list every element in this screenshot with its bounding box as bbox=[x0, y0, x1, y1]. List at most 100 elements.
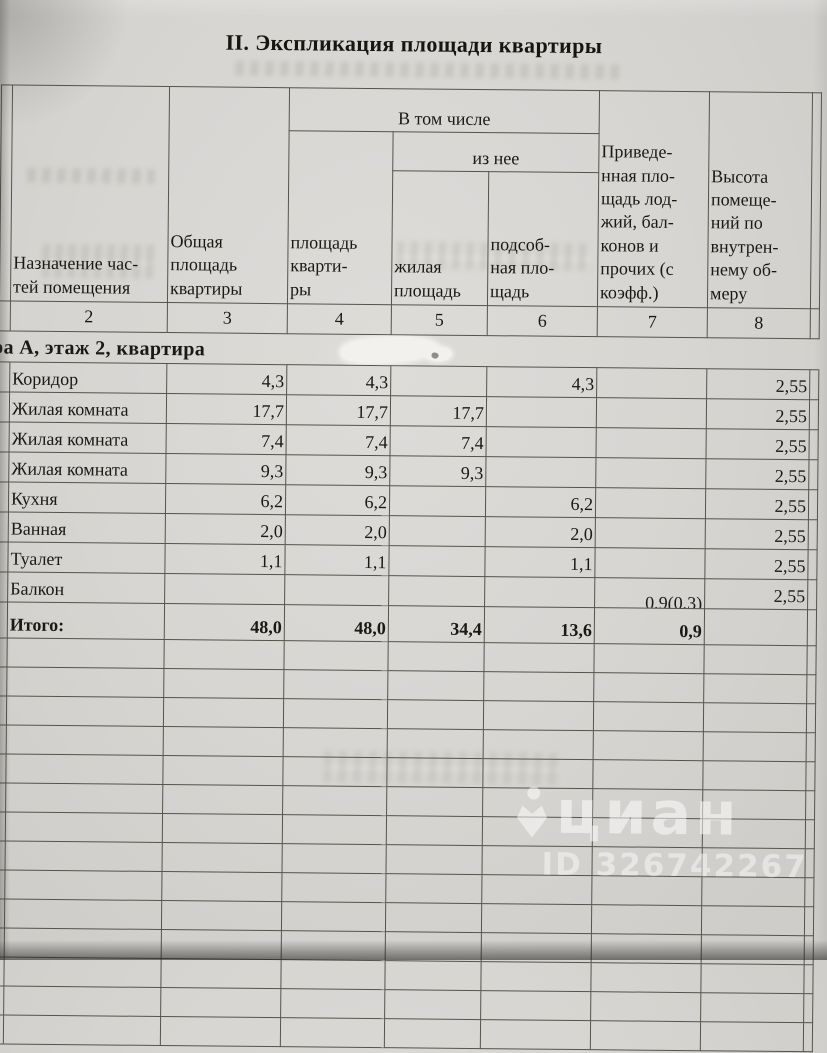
empty-cell bbox=[281, 843, 387, 874]
cell-apartment-area: 7,4 bbox=[286, 424, 391, 456]
empty-cell bbox=[805, 819, 815, 849]
empty-cell bbox=[809, 399, 819, 430]
cell-apartment-area: 6,2 bbox=[285, 484, 390, 516]
column-number: 4 bbox=[287, 303, 392, 335]
empty-cell bbox=[281, 901, 386, 932]
empty-cell bbox=[483, 642, 595, 673]
empty-cell bbox=[592, 846, 703, 877]
cell-auxiliary-area bbox=[484, 576, 595, 608]
cell-living-area: 9,3 bbox=[389, 455, 487, 487]
header-room-height: Высота помеще- ний по внутрен- нему об- … bbox=[707, 91, 813, 309]
empty-cell bbox=[806, 674, 816, 704]
cell-total-area bbox=[164, 573, 285, 605]
empty-cell bbox=[703, 731, 807, 762]
empty-cell bbox=[590, 962, 702, 993]
empty-cell bbox=[807, 579, 817, 610]
empty-cell bbox=[282, 814, 387, 845]
empty-cell bbox=[808, 519, 818, 550]
empty-cell bbox=[591, 904, 702, 935]
cell-height: 2,55 bbox=[706, 428, 810, 460]
empty-cell bbox=[804, 906, 814, 936]
empty-cell bbox=[0, 361, 10, 393]
empty-cell bbox=[162, 784, 283, 815]
cut-right-column bbox=[810, 92, 822, 309]
cell-apartment-area: 4,3 bbox=[286, 364, 391, 396]
cell-room-name: Кухня bbox=[8, 482, 166, 514]
empty-cell bbox=[702, 760, 807, 791]
empty-cell bbox=[0, 451, 10, 483]
empty-cell bbox=[280, 1017, 385, 1048]
empty-cell bbox=[6, 696, 164, 727]
cell-auxiliary-area: 4,3 bbox=[486, 366, 597, 398]
empty-cell bbox=[0, 511, 9, 543]
empty-cell bbox=[5, 754, 164, 785]
cell-room-name: Жилая комната bbox=[9, 422, 167, 454]
page-title: II. Экспликация площади квартиры bbox=[225, 29, 603, 59]
empty-cell bbox=[703, 673, 807, 704]
header-apartment-area: площадь кварти- ры bbox=[287, 130, 394, 305]
cell-room-name: Балкон bbox=[7, 572, 165, 604]
cell-total-area: 9,3 bbox=[165, 453, 287, 485]
document-sheet: II. Экспликация площади квартиры Назначе… bbox=[0, 0, 827, 1008]
cell-auxiliary-area: 6,2 bbox=[485, 486, 596, 518]
header-purpose: Назначение час- тей помещения bbox=[10, 85, 170, 303]
empty-cell bbox=[0, 300, 11, 332]
header-row-1: Назначение час- тей помещения Общая площ… bbox=[0, 84, 822, 309]
whiteout-redaction bbox=[340, 334, 438, 366]
empty-cell bbox=[281, 930, 386, 961]
empty-cell bbox=[701, 876, 806, 907]
empty-cell bbox=[6, 638, 165, 669]
cell-auxiliary-area: 13,6 bbox=[484, 606, 595, 644]
explication-table-wrap: Назначение час- тей помещения Общая площ… bbox=[0, 84, 823, 1052]
cell-room-name: Ванная bbox=[8, 512, 166, 544]
empty-cell bbox=[4, 870, 163, 901]
cell-height bbox=[704, 608, 808, 646]
cell-reduced-area: 0,9 bbox=[594, 607, 705, 645]
empty-cell bbox=[386, 786, 483, 817]
cell-room-name: Жилая комната bbox=[9, 392, 167, 424]
empty-cell bbox=[281, 872, 386, 903]
cell-auxiliary-area: 2,0 bbox=[485, 516, 596, 548]
cell-living-area bbox=[389, 515, 486, 547]
column-number: 5 bbox=[391, 304, 488, 336]
cell-height: 2,55 bbox=[704, 548, 809, 580]
empty-cell bbox=[162, 813, 283, 844]
empty-cell bbox=[384, 989, 481, 1020]
empty-cell bbox=[5, 783, 163, 814]
empty-cell bbox=[4, 928, 162, 959]
empty-cell bbox=[803, 1022, 813, 1052]
empty-cell bbox=[807, 609, 817, 646]
cell-living-area bbox=[388, 575, 485, 607]
empty-cell bbox=[804, 935, 814, 965]
cell-auxiliary-area: 1,1 bbox=[484, 546, 596, 578]
cell-room-name: Коридор bbox=[9, 362, 167, 394]
empty-cell bbox=[700, 992, 804, 1023]
cell-auxiliary-area bbox=[485, 456, 597, 488]
cell-apartment-area: 17,7 bbox=[286, 394, 391, 426]
empty-cell bbox=[160, 958, 282, 989]
empty-cell bbox=[162, 842, 283, 873]
empty-cell bbox=[703, 702, 807, 733]
empty-cell bbox=[808, 459, 819, 490]
cell-auxiliary-area bbox=[486, 396, 597, 428]
empty-cell bbox=[387, 641, 485, 672]
cell-reduced-area bbox=[596, 397, 707, 429]
empty-cell bbox=[6, 667, 164, 698]
empty-cell bbox=[160, 987, 281, 1018]
empty-cell bbox=[385, 902, 482, 933]
empty-cell bbox=[5, 812, 163, 843]
empty-cell bbox=[803, 964, 814, 994]
header-total-area: Общая площадь квартиры bbox=[167, 86, 290, 304]
cell-room-name: Туалет bbox=[7, 542, 166, 574]
empty-cell bbox=[480, 1019, 591, 1050]
empty-cell bbox=[591, 933, 702, 964]
cell-reduced-area bbox=[596, 367, 707, 399]
column-number: 3 bbox=[167, 302, 288, 334]
header-including: В том числе bbox=[289, 87, 600, 134]
empty-cell bbox=[701, 905, 805, 936]
cell-reduced-area bbox=[594, 547, 706, 579]
empty-cell bbox=[3, 1015, 161, 1046]
empty-cell bbox=[809, 429, 819, 460]
cell-apartment-area: 48,0 bbox=[284, 604, 389, 642]
empty-cell bbox=[3, 957, 162, 988]
